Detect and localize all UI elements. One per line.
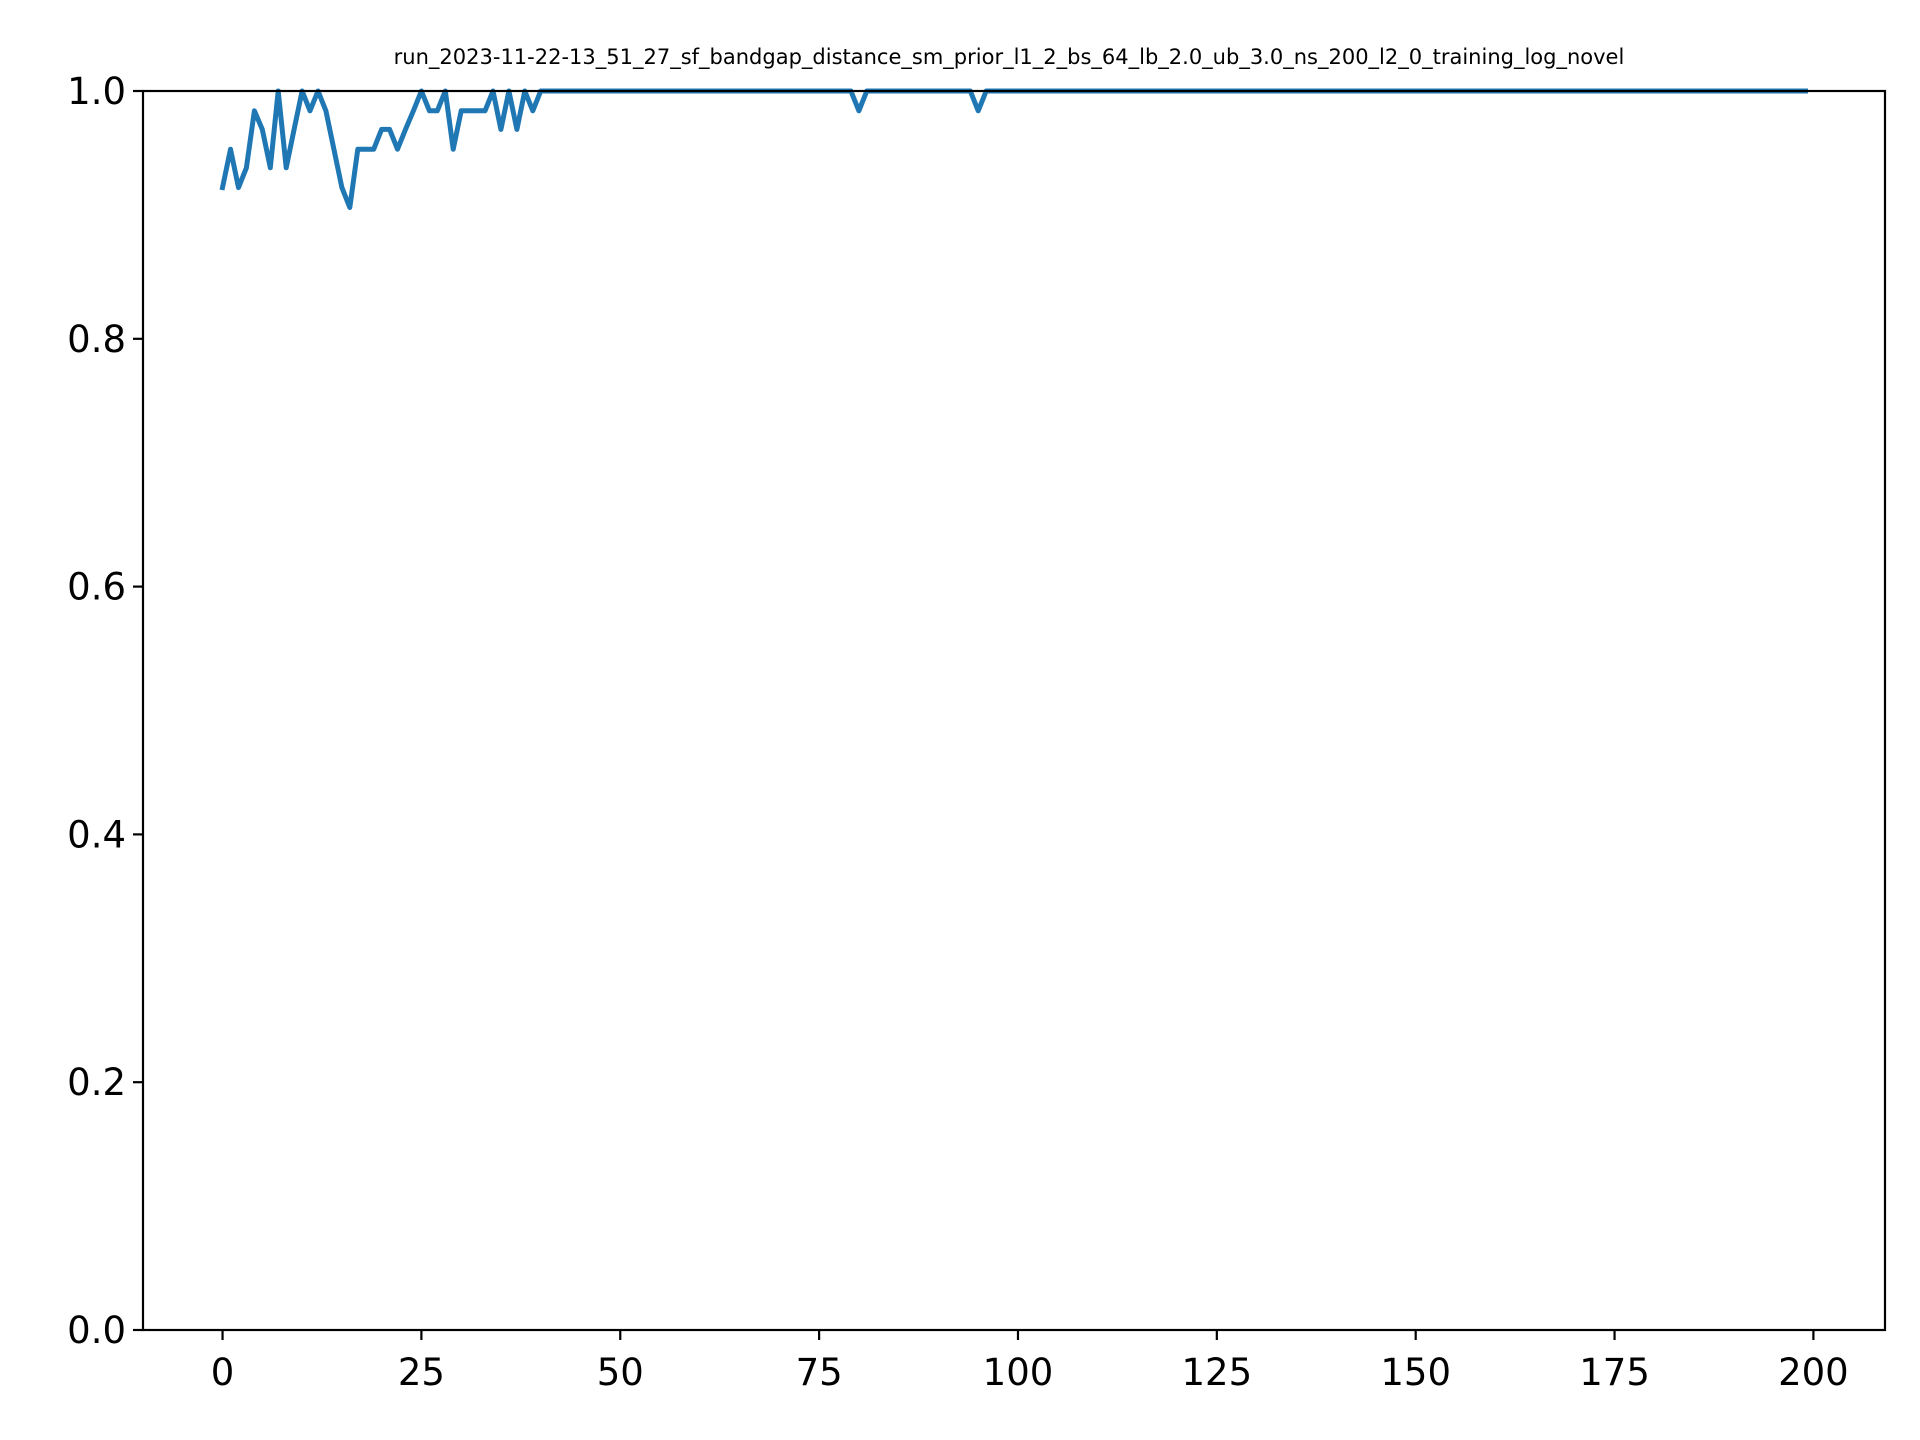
series-layer bbox=[219, 88, 1808, 210]
plot-frame bbox=[141, 89, 1887, 1332]
y-tick-label: 0.8 bbox=[67, 318, 126, 361]
x-tick-label: 150 bbox=[1380, 1351, 1451, 1394]
x-tick-label: 50 bbox=[597, 1351, 644, 1394]
y-tick-label: 0.6 bbox=[67, 566, 126, 609]
y-tick-label: 0.0 bbox=[67, 1309, 126, 1352]
x-tick-label: 25 bbox=[398, 1351, 445, 1394]
y-tick-label: 0.4 bbox=[67, 813, 126, 856]
y-axis: 0.0 0.2 0.4 0.6 0.8 1.0 bbox=[67, 70, 143, 1352]
x-tick-label: 125 bbox=[1182, 1351, 1253, 1394]
chart-title: run_2023-11-22-13_51_27_sf_bandgap_dista… bbox=[394, 45, 1625, 70]
x-tick-label: 0 bbox=[211, 1351, 235, 1394]
x-tick-label: 100 bbox=[983, 1351, 1054, 1394]
x-tick-label: 200 bbox=[1778, 1351, 1849, 1394]
series-line bbox=[219, 88, 1808, 210]
y-tick-label: 0.2 bbox=[67, 1061, 126, 1104]
x-axis: 0 25 50 75 100 125 150 175 200 bbox=[211, 1330, 1849, 1394]
y-tick-label: 1.0 bbox=[67, 70, 126, 113]
x-tick-label: 75 bbox=[796, 1351, 843, 1394]
x-tick-label: 175 bbox=[1579, 1351, 1650, 1394]
